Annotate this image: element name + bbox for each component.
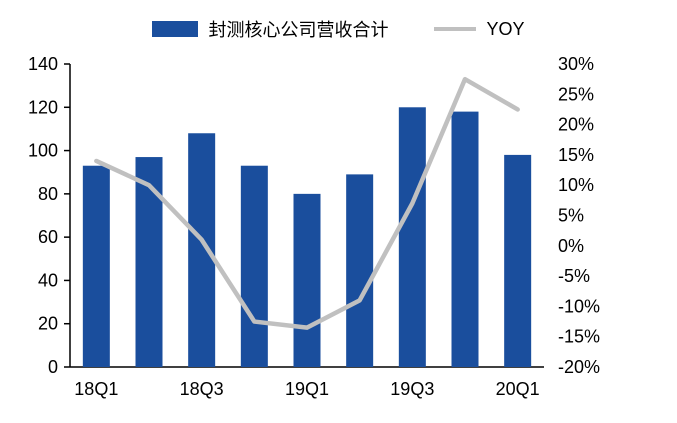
left-axis-label: 140 bbox=[28, 54, 58, 74]
bar-18Q1 bbox=[82, 165, 110, 367]
bar-19Q3 bbox=[398, 107, 426, 368]
right-axis-label: -5% bbox=[558, 266, 590, 286]
left-axis-label: 0 bbox=[48, 357, 58, 377]
left-axis-label: 120 bbox=[28, 97, 58, 117]
yoy-legend-swatch bbox=[434, 27, 477, 31]
right-axis-label: 25% bbox=[558, 84, 594, 104]
x-axis-label: 19Q1 bbox=[285, 379, 329, 399]
left-axis-label: 40 bbox=[38, 270, 58, 290]
legend-item-revenue: 封测核心公司营收合计 bbox=[152, 16, 388, 42]
left-axis-label: 100 bbox=[28, 141, 58, 161]
right-axis-label: -20% bbox=[558, 357, 600, 377]
x-axis-label: 19Q3 bbox=[390, 379, 434, 399]
right-axis-label: 15% bbox=[558, 145, 594, 165]
legend-item-yoy: YOY bbox=[434, 18, 525, 40]
right-axis-label: 0% bbox=[558, 236, 584, 256]
bar-19Q1 bbox=[293, 193, 321, 367]
bar-19Q4 bbox=[451, 111, 479, 367]
yoy-line bbox=[94, 76, 520, 330]
right-axis-label: 5% bbox=[558, 206, 584, 226]
revenue-legend-swatch bbox=[152, 21, 199, 37]
x-axis-label: 18Q1 bbox=[74, 379, 118, 399]
bar-19Q2 bbox=[346, 174, 374, 367]
bar-20Q1 bbox=[504, 154, 532, 367]
bar-18Q3 bbox=[188, 133, 216, 367]
x-axis-label: 20Q1 bbox=[496, 379, 540, 399]
right-axis-label: 10% bbox=[558, 175, 594, 195]
x-axis-label: 18Q3 bbox=[180, 379, 224, 399]
left-axis-label: 60 bbox=[38, 227, 58, 247]
bar-18Q4 bbox=[240, 165, 268, 367]
yoy-legend-label: YOY bbox=[486, 18, 525, 39]
left-axis-label: 80 bbox=[38, 184, 58, 204]
left-axis-label: 20 bbox=[38, 314, 58, 334]
right-axis-label: 20% bbox=[558, 115, 594, 135]
right-axis-label: -15% bbox=[558, 327, 600, 347]
legend: 封测核心公司营收合计 YOY bbox=[0, 16, 677, 42]
right-axis-label: -10% bbox=[558, 296, 600, 316]
revenue-legend-label: 封测核心公司营收合计 bbox=[208, 20, 389, 40]
right-axis-label: 30% bbox=[558, 54, 594, 74]
bar-18Q2 bbox=[135, 157, 163, 367]
